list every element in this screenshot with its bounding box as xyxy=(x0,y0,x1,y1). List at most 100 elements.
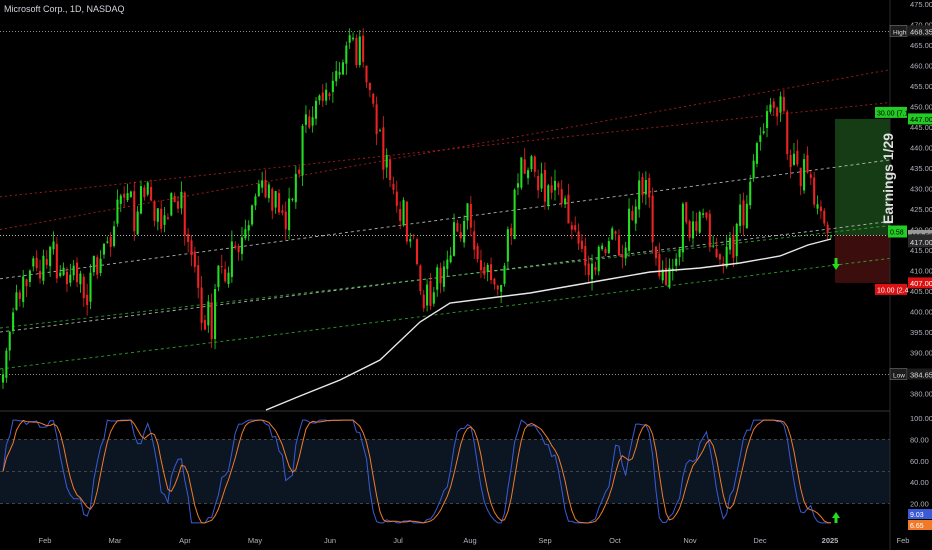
stoch-tick-label: 20.00 xyxy=(910,500,929,509)
candle-up xyxy=(116,199,119,224)
candle-up xyxy=(725,246,728,267)
candle-down xyxy=(742,200,745,226)
candle-down xyxy=(621,254,624,258)
candle-up xyxy=(402,200,405,226)
candle-up xyxy=(601,245,604,250)
target-label: 30.00 (7.1 xyxy=(877,110,909,117)
price-tick-label: 425.00 xyxy=(910,205,932,214)
candle-down xyxy=(718,254,721,260)
candle-down xyxy=(82,276,85,299)
candle-down xyxy=(45,258,48,265)
marker-value-box xyxy=(908,368,932,380)
candle-up xyxy=(513,189,516,240)
symbol-title: Microsoft Corp., 1D, NASDAQ xyxy=(4,4,125,14)
candle-up xyxy=(79,273,82,285)
candle-down xyxy=(782,97,785,112)
candle-down xyxy=(210,302,213,340)
candle-up xyxy=(345,45,348,64)
candle-down xyxy=(203,320,206,330)
x-tick-label: Feb xyxy=(897,536,910,545)
candle-up xyxy=(745,203,748,229)
stoch-tick-label: 80.00 xyxy=(910,435,929,444)
candle-down xyxy=(550,185,553,193)
candle-up xyxy=(698,211,701,233)
candle-up xyxy=(72,265,75,276)
candle-down xyxy=(594,267,597,271)
candle-up xyxy=(325,89,328,101)
candle-up xyxy=(146,182,149,195)
candle-down xyxy=(685,202,688,223)
stoch-tick-label: 40.00 xyxy=(910,478,929,487)
candle-down xyxy=(150,186,153,201)
price-tick-label: 465.00 xyxy=(910,41,932,50)
candle-up xyxy=(702,213,705,215)
candle-up xyxy=(500,284,503,292)
candle-up xyxy=(409,239,412,242)
candle-up xyxy=(442,266,445,287)
candle-up xyxy=(230,241,233,277)
candle-up xyxy=(227,272,230,284)
price-tag-box xyxy=(908,277,932,289)
candle-down xyxy=(405,201,408,242)
candle-up xyxy=(42,255,45,281)
candle-up xyxy=(301,125,304,176)
candle-up xyxy=(311,117,314,126)
x-tick-label: Mar xyxy=(109,536,122,545)
candle-up xyxy=(634,206,637,224)
candle-up xyxy=(99,258,102,274)
candle-up xyxy=(274,191,277,208)
candle-down xyxy=(133,191,136,232)
candle-up xyxy=(547,185,550,207)
candle-up xyxy=(257,183,260,197)
candle-up xyxy=(92,255,95,273)
current-label-box xyxy=(888,225,907,238)
price-tick-label: 440.00 xyxy=(910,144,932,153)
candle-down xyxy=(476,245,479,260)
candle-down xyxy=(617,235,620,256)
candle-down xyxy=(651,195,654,243)
candle-up xyxy=(638,180,641,210)
stoch-arrow-icon xyxy=(832,512,840,523)
candle-down xyxy=(160,208,163,229)
candle-down xyxy=(523,159,526,174)
candle-down xyxy=(614,231,617,234)
candle-up xyxy=(644,179,647,195)
x-tick-label: Sep xyxy=(538,536,551,545)
candle-up xyxy=(288,198,291,231)
price-tick-label: 475.00 xyxy=(910,0,932,9)
candle-up xyxy=(291,198,294,200)
candle-up xyxy=(139,186,143,214)
candle-up xyxy=(32,258,35,267)
x-tick-label: 2025 xyxy=(822,536,839,545)
candle-up xyxy=(803,159,806,191)
candle-down xyxy=(368,82,371,91)
candle-down xyxy=(789,154,792,168)
candle-down xyxy=(308,116,311,128)
candle-up xyxy=(341,62,344,75)
candle-down xyxy=(786,111,789,155)
candle-down xyxy=(715,248,718,258)
candle-up xyxy=(49,246,52,267)
candle-down xyxy=(395,191,398,206)
candle-up xyxy=(244,229,247,239)
x-tick-label: Jun xyxy=(324,536,336,545)
candle-up xyxy=(22,276,25,302)
candle-down xyxy=(799,167,802,187)
candle-up xyxy=(106,241,109,243)
candle-up xyxy=(739,204,742,226)
candle-up xyxy=(816,204,819,209)
candle-down xyxy=(537,176,540,191)
candle-up xyxy=(358,36,361,65)
target-label-box xyxy=(875,106,907,118)
candle-up xyxy=(611,228,614,240)
candle-down xyxy=(772,101,775,108)
candle-down xyxy=(456,223,459,232)
candle-down xyxy=(271,188,274,211)
current-label: 0.58 xyxy=(890,230,904,237)
candle-down xyxy=(234,245,237,248)
candle-down xyxy=(665,267,668,285)
candle-up xyxy=(432,292,435,304)
candle-up xyxy=(516,183,520,188)
candle-down xyxy=(574,225,577,231)
